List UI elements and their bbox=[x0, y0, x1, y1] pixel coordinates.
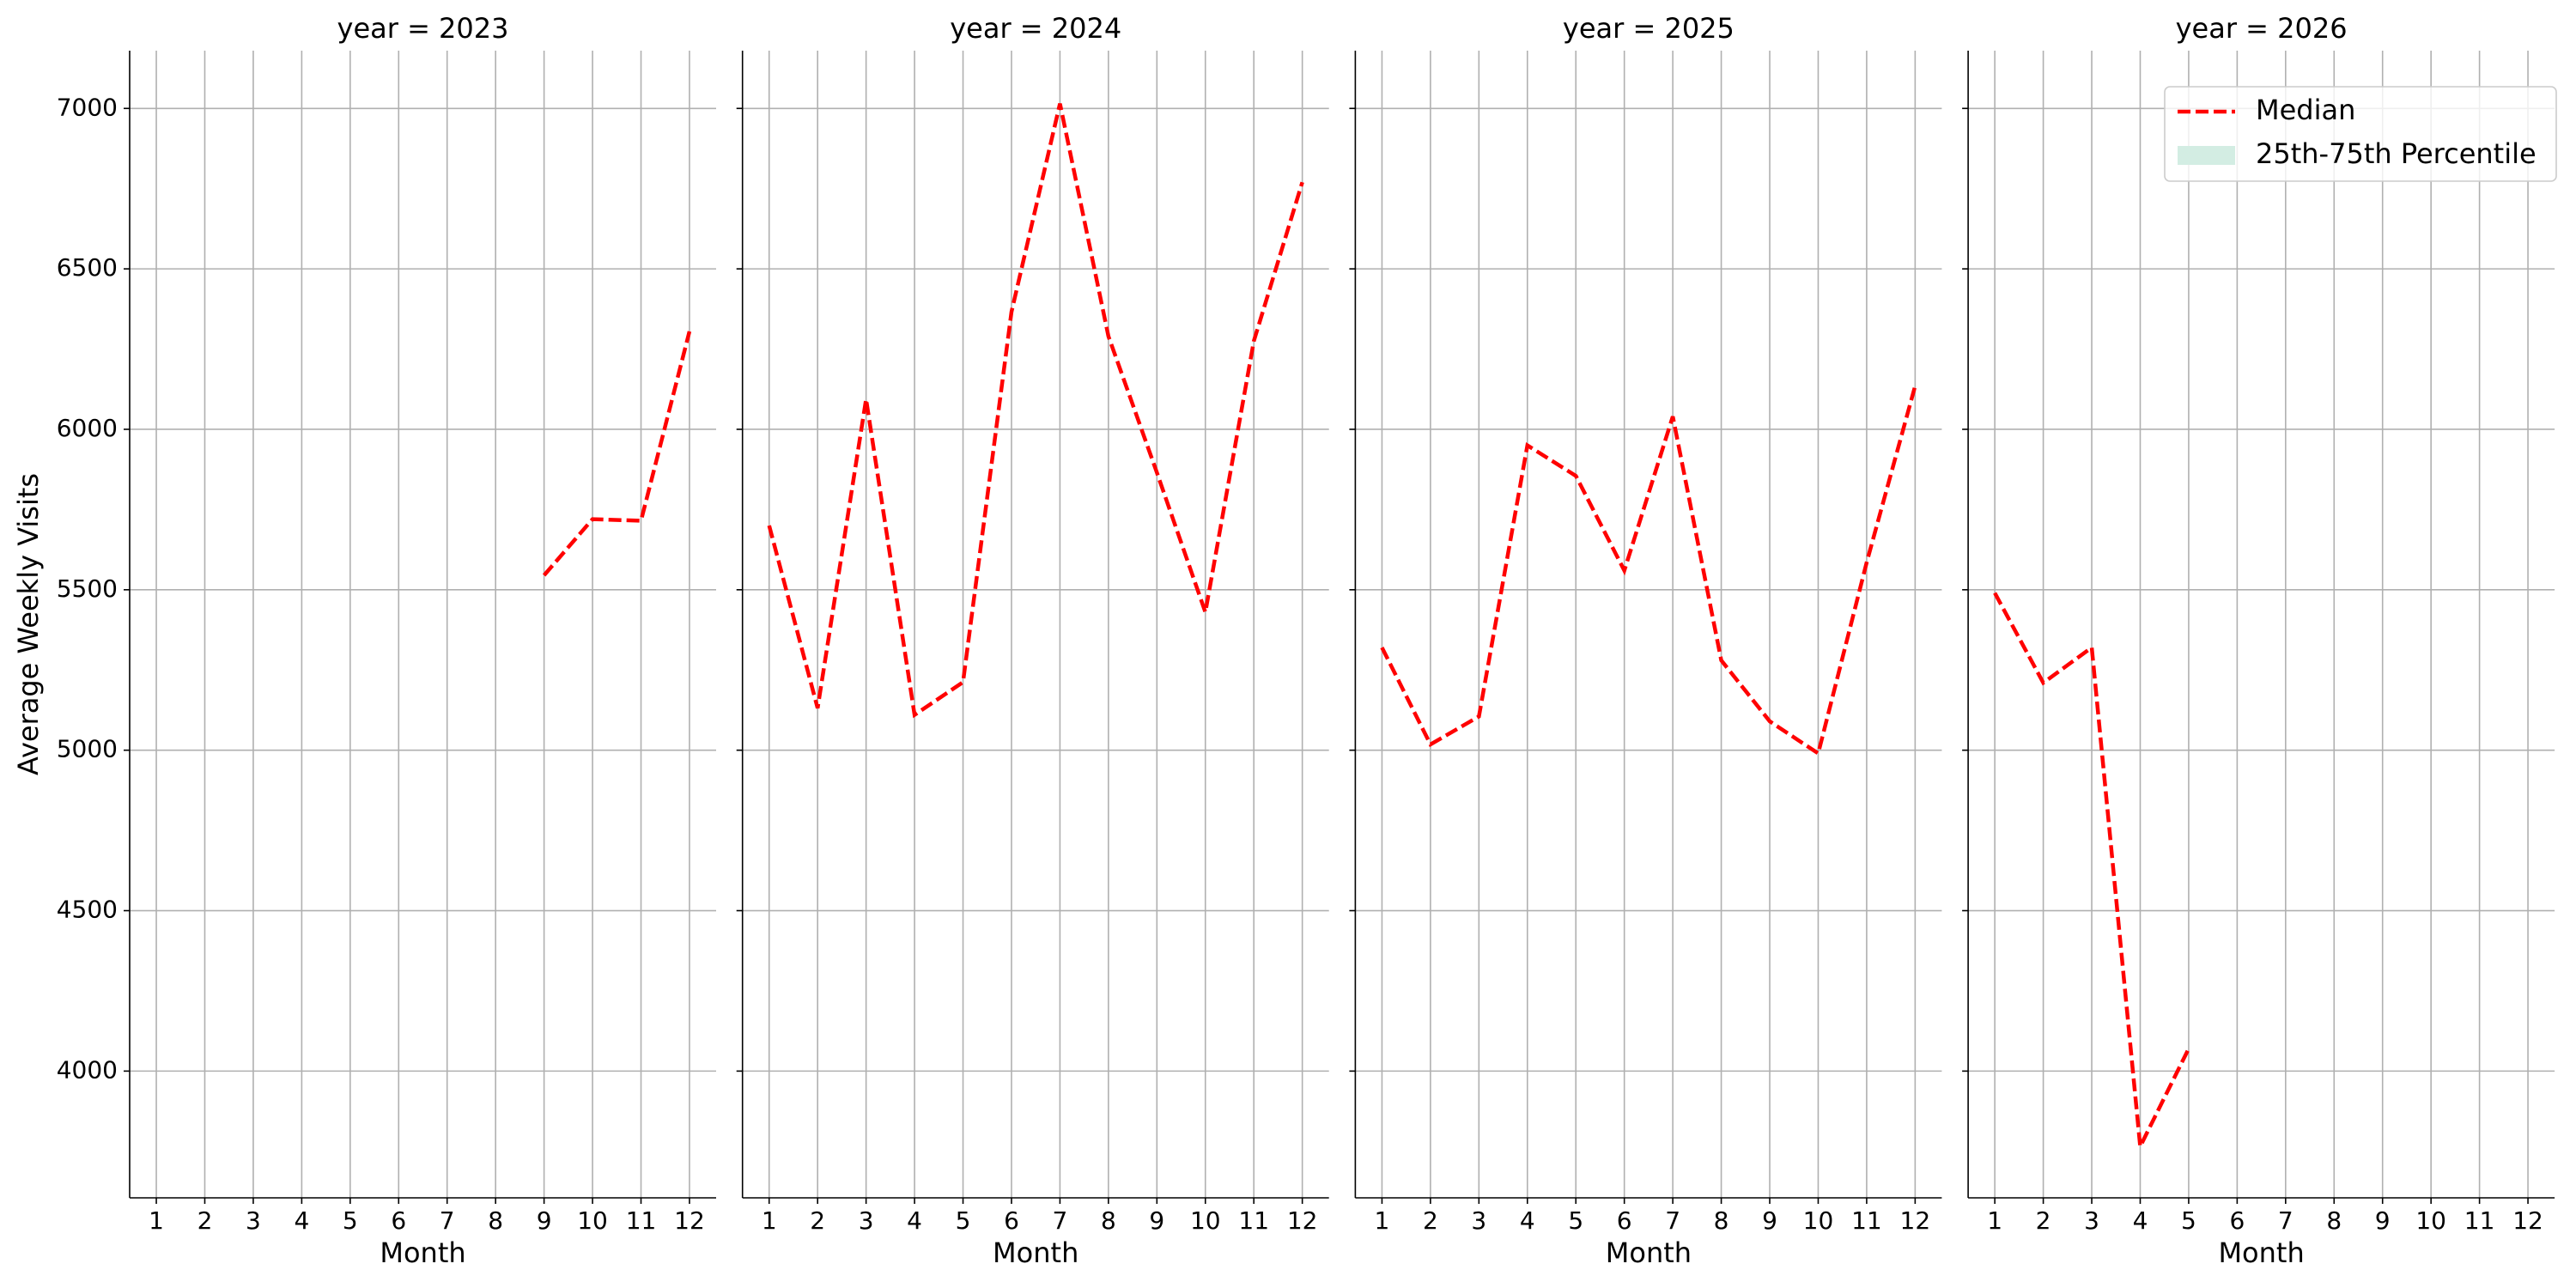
x-tick-label: 7 bbox=[2278, 1206, 2293, 1235]
x-tick-label: 3 bbox=[859, 1206, 874, 1235]
y-tick-label: 6500 bbox=[57, 253, 118, 282]
y-axis-label: Average Weekly Visits bbox=[12, 473, 45, 775]
line-series bbox=[542, 331, 692, 577]
legend-label: Median bbox=[2256, 94, 2355, 126]
x-tick-label: 4 bbox=[2133, 1206, 2148, 1235]
legend-swatch bbox=[2178, 146, 2235, 165]
x-tick-label: 2 bbox=[1423, 1206, 1438, 1235]
x-tick-label: 1 bbox=[762, 1206, 777, 1235]
x-tick-label: 12 bbox=[1287, 1206, 1318, 1235]
x-tick-label: 10 bbox=[577, 1206, 608, 1235]
y-tick-label: 7000 bbox=[57, 93, 118, 121]
x-tick-label: 2 bbox=[197, 1206, 213, 1235]
x-tick-label: 3 bbox=[2084, 1206, 2099, 1235]
x-tick-label: 5 bbox=[1568, 1206, 1583, 1235]
x-tick-label: 6 bbox=[1617, 1206, 1632, 1235]
y-tick-label: 5500 bbox=[57, 574, 118, 603]
y-tick-label: 4500 bbox=[57, 896, 118, 924]
x-axis-label: Month bbox=[993, 1236, 1078, 1269]
x-tick-label: 7 bbox=[1053, 1206, 1068, 1235]
y-tick-label: 4000 bbox=[57, 1055, 118, 1084]
legend-label: 25th-75th Percentile bbox=[2256, 137, 2537, 170]
x-tick-label: 10 bbox=[2415, 1206, 2446, 1235]
x-tick-label: 2 bbox=[810, 1206, 825, 1235]
y-tick-label: 5000 bbox=[57, 735, 118, 763]
x-tick-label: 9 bbox=[1762, 1206, 1777, 1235]
panel-title: year = 2026 bbox=[2176, 12, 2348, 45]
x-tick-label: 11 bbox=[626, 1206, 657, 1235]
line-series bbox=[767, 103, 1304, 719]
x-tick-label: 7 bbox=[1665, 1206, 1680, 1235]
panel-title: year = 2025 bbox=[1563, 12, 1735, 45]
x-tick-label: 8 bbox=[1714, 1206, 1729, 1235]
x-tick-label: 1 bbox=[1375, 1206, 1390, 1235]
panel-title: year = 2024 bbox=[950, 12, 1121, 45]
x-tick-label: 8 bbox=[2326, 1206, 2342, 1235]
x-tick-label: 1 bbox=[149, 1206, 164, 1235]
x-tick-label: 9 bbox=[1149, 1206, 1164, 1235]
x-axis-label: Month bbox=[1606, 1236, 1692, 1269]
x-tick-label: 1 bbox=[1987, 1206, 2002, 1235]
x-tick-label: 9 bbox=[2375, 1206, 2391, 1235]
x-tick-label: 5 bbox=[343, 1206, 358, 1235]
x-tick-label: 2 bbox=[2036, 1206, 2051, 1235]
panel: 1 2 3 4 5 6 7 8 9 10 11 124000450050005500600065007… bbox=[12, 12, 716, 1269]
x-tick-label: 4 bbox=[907, 1206, 922, 1235]
x-tick-label: 11 bbox=[1851, 1206, 1882, 1235]
x-tick-label: 10 bbox=[1803, 1206, 1834, 1235]
x-tick-label: 8 bbox=[488, 1206, 503, 1235]
x-tick-label: 11 bbox=[2464, 1206, 2495, 1235]
x-tick-label: 8 bbox=[1101, 1206, 1116, 1235]
x-axis-label: Month bbox=[380, 1236, 465, 1269]
x-tick-label: 7 bbox=[440, 1206, 455, 1235]
x-tick-label: 10 bbox=[1190, 1206, 1221, 1235]
x-tick-label: 6 bbox=[2229, 1206, 2245, 1235]
x-tick-label: 5 bbox=[956, 1206, 971, 1235]
x-tick-label: 12 bbox=[674, 1206, 705, 1235]
y-tick-label: 6000 bbox=[57, 414, 118, 442]
x-tick-label: 12 bbox=[1900, 1206, 1931, 1235]
x-tick-label: 6 bbox=[1004, 1206, 1019, 1235]
panel-title: year = 2023 bbox=[337, 12, 509, 45]
x-tick-label: 4 bbox=[1520, 1206, 1535, 1235]
x-tick-label: 5 bbox=[2181, 1206, 2196, 1235]
x-tick-label: 4 bbox=[294, 1206, 309, 1235]
x-tick-label: 12 bbox=[2512, 1206, 2543, 1235]
x-tick-label: 3 bbox=[1471, 1206, 1486, 1235]
x-tick-label: 6 bbox=[391, 1206, 406, 1235]
x-tick-label: 3 bbox=[246, 1206, 261, 1235]
line-series bbox=[1380, 385, 1917, 757]
legend-box bbox=[2164, 86, 2557, 182]
x-tick-label: 11 bbox=[1238, 1206, 1269, 1235]
x-tick-label: 9 bbox=[537, 1206, 552, 1235]
x-axis-label: Month bbox=[2218, 1236, 2304, 1269]
